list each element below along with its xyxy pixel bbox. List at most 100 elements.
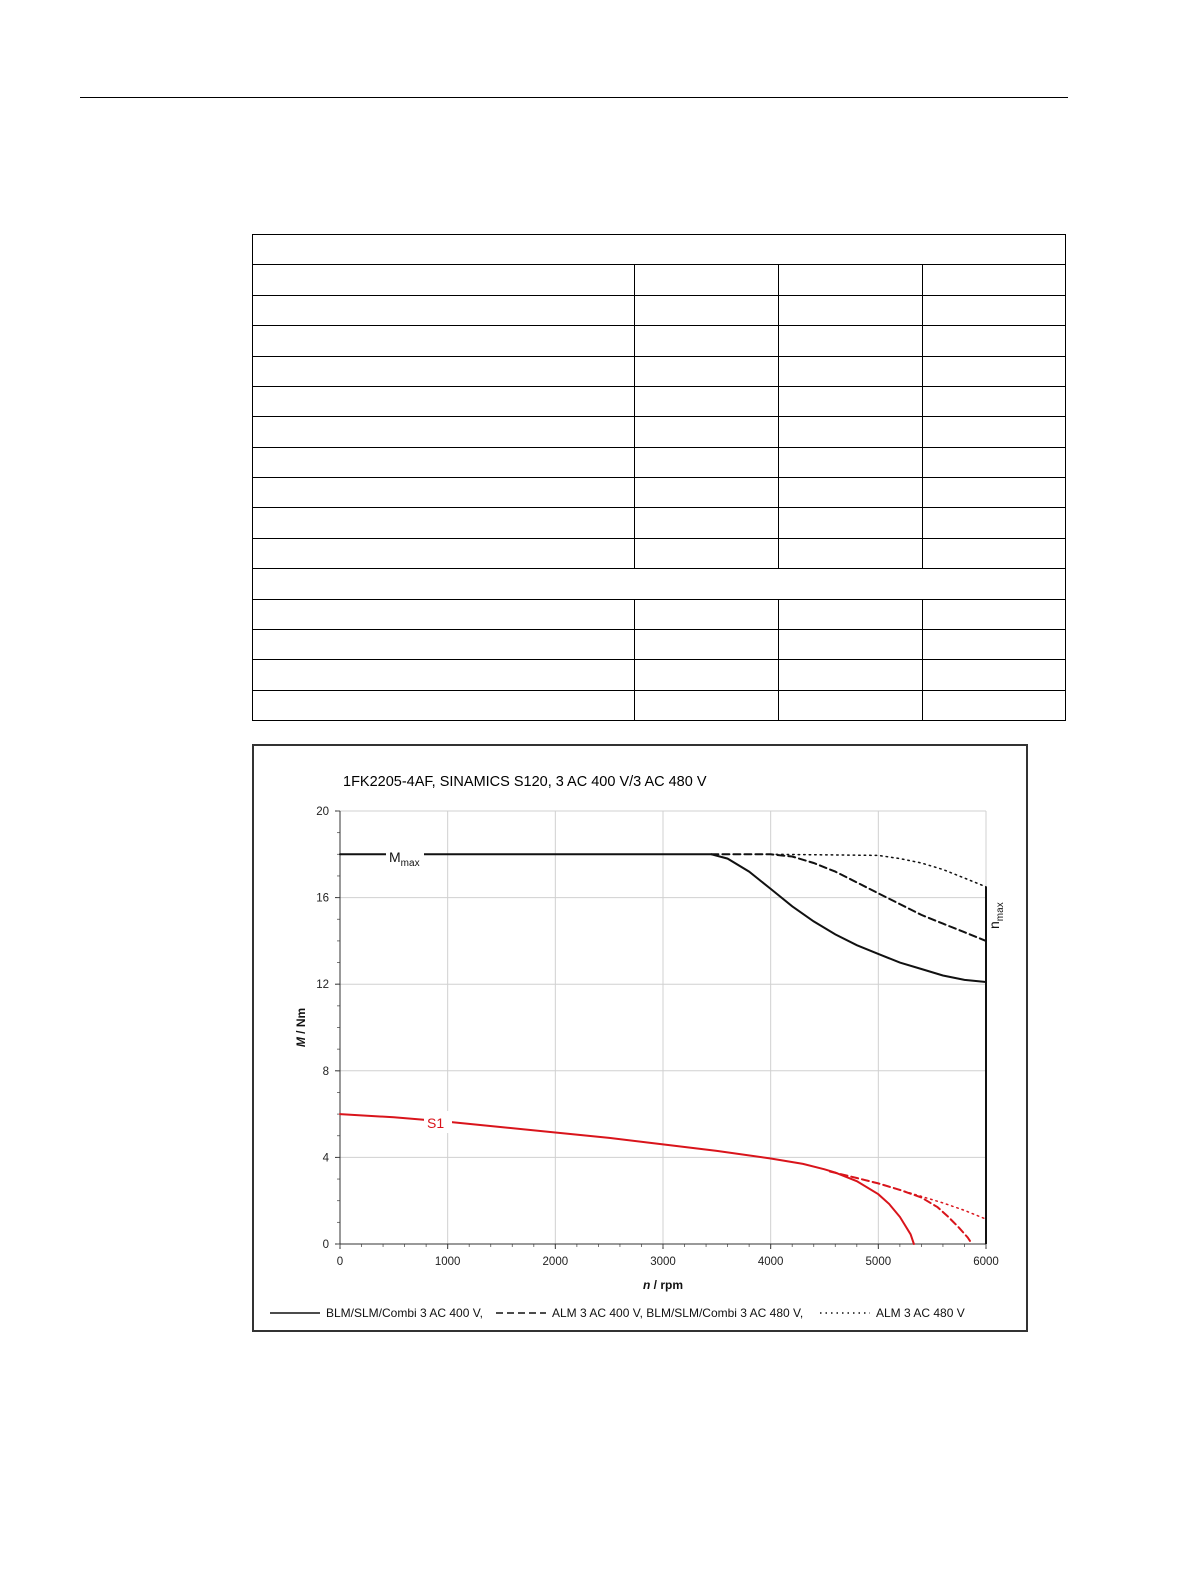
table-row xyxy=(252,537,1066,570)
data-table xyxy=(252,233,1066,722)
table-row xyxy=(252,659,1066,691)
table-cell xyxy=(634,385,779,418)
table-cell xyxy=(922,598,1066,630)
table-row xyxy=(252,598,1066,630)
table-cell xyxy=(778,446,923,479)
table-row xyxy=(252,446,1066,479)
table-cell xyxy=(778,476,923,509)
table-cell xyxy=(252,568,1066,600)
s1-label: S1 xyxy=(427,1115,444,1131)
table-cell xyxy=(634,476,779,509)
table-cell xyxy=(252,446,635,479)
table-cell xyxy=(634,355,779,387)
table-cell xyxy=(252,537,635,570)
table-cell xyxy=(252,233,1066,266)
legend-label: ALM 3 AC 400 V, BLM/SLM/Combi 3 AC 480 V… xyxy=(552,1306,803,1320)
table-section-row xyxy=(252,568,1066,600)
s1-label-bg xyxy=(424,1111,452,1133)
chart-svg: 1FK2205-4AF, SINAMICS S120, 3 AC 400 V/3… xyxy=(270,774,1006,1320)
table-row xyxy=(252,628,1066,661)
legend-label: ALM 3 AC 480 V xyxy=(876,1306,965,1320)
table-cell xyxy=(778,294,923,327)
table-cell xyxy=(252,507,635,539)
table-cell xyxy=(922,355,1066,387)
table-cell xyxy=(634,416,779,448)
table-cell xyxy=(778,659,923,691)
x-tick-label: 6000 xyxy=(973,1256,999,1268)
table-section-row xyxy=(252,233,1066,266)
y-tick-label: 20 xyxy=(316,806,329,818)
table-row xyxy=(252,325,1066,357)
chart-title: 1FK2205-4AF, SINAMICS S120, 3 AC 400 V/3… xyxy=(343,774,707,790)
table-cell xyxy=(778,598,923,630)
table-cell xyxy=(634,537,779,570)
chart-legend: BLM/SLM/Combi 3 AC 400 V, ALM 3 AC 400 V,… xyxy=(270,1306,965,1320)
table-row xyxy=(252,264,1066,296)
table-cell xyxy=(634,446,779,479)
table-cell xyxy=(252,416,635,448)
table-cell xyxy=(922,416,1066,448)
table-cell xyxy=(634,689,779,722)
mmax-label-bg xyxy=(386,844,424,868)
y-tick-label: 12 xyxy=(316,979,329,991)
y-axis-label: M / Nm xyxy=(294,1008,308,1047)
table-cell xyxy=(252,689,635,722)
table-cell xyxy=(922,659,1066,691)
table-cell xyxy=(922,446,1066,479)
x-tick-label: 0 xyxy=(337,1256,343,1268)
table-cell xyxy=(252,628,635,661)
table-row xyxy=(252,385,1066,418)
table-cell xyxy=(634,264,779,296)
table-cell xyxy=(634,507,779,539)
x-tick-label: 5000 xyxy=(866,1256,892,1268)
x-axis-label: n / rpm xyxy=(643,1278,683,1292)
legend-label: BLM/SLM/Combi 3 AC 400 V, xyxy=(326,1306,483,1320)
table-cell xyxy=(922,537,1066,570)
table-row xyxy=(252,355,1066,387)
y-tick-label: 0 xyxy=(323,1239,329,1251)
torque-speed-chart: 1FK2205-4AF, SINAMICS S120, 3 AC 400 V/3… xyxy=(252,744,1028,1332)
data-table-body xyxy=(252,233,1066,722)
table-row xyxy=(252,476,1066,509)
table-cell xyxy=(922,325,1066,357)
chart-axes: 0 1000 2000 3000 4000 5000 6000 0 4 8 12 16 20 xyxy=(316,806,999,1268)
table-cell xyxy=(922,264,1066,296)
s1-curve-dashed xyxy=(828,1170,973,1245)
table-cell xyxy=(634,325,779,357)
table-cell xyxy=(778,507,923,539)
y-tick-label: 4 xyxy=(323,1152,330,1164)
table-row xyxy=(252,507,1066,539)
y-tick-label: 8 xyxy=(323,1066,329,1078)
table-cell xyxy=(922,294,1066,327)
table-cell xyxy=(778,689,923,722)
table-cell xyxy=(778,264,923,296)
table-cell xyxy=(778,325,923,357)
table-cell xyxy=(922,476,1066,509)
table-row xyxy=(252,294,1066,327)
y-tick-label: 16 xyxy=(316,893,329,905)
table-cell xyxy=(634,628,779,661)
table-cell xyxy=(922,689,1066,722)
x-tick-label: 2000 xyxy=(543,1256,569,1268)
page-header-rule xyxy=(80,97,1068,98)
table-cell xyxy=(922,385,1066,418)
x-tick-label: 3000 xyxy=(650,1256,676,1268)
mmax-curve-dashed xyxy=(710,853,987,942)
x-tick-label: 4000 xyxy=(758,1256,784,1268)
table-cell xyxy=(778,355,923,387)
table-cell xyxy=(778,416,923,448)
table-row xyxy=(252,689,1066,722)
s1-curve-solid xyxy=(339,1113,915,1245)
table-cell xyxy=(778,628,923,661)
table-row xyxy=(252,416,1066,448)
table-cell xyxy=(634,294,779,327)
chart-series xyxy=(339,853,987,1245)
table-cell xyxy=(922,628,1066,661)
s1-curve-dotted xyxy=(829,1170,987,1220)
table-cell xyxy=(778,537,923,570)
table-cell xyxy=(252,385,635,418)
nmax-label: nmax xyxy=(986,902,1006,929)
chart-grid xyxy=(340,810,987,1244)
x-tick-label: 1000 xyxy=(435,1256,461,1268)
